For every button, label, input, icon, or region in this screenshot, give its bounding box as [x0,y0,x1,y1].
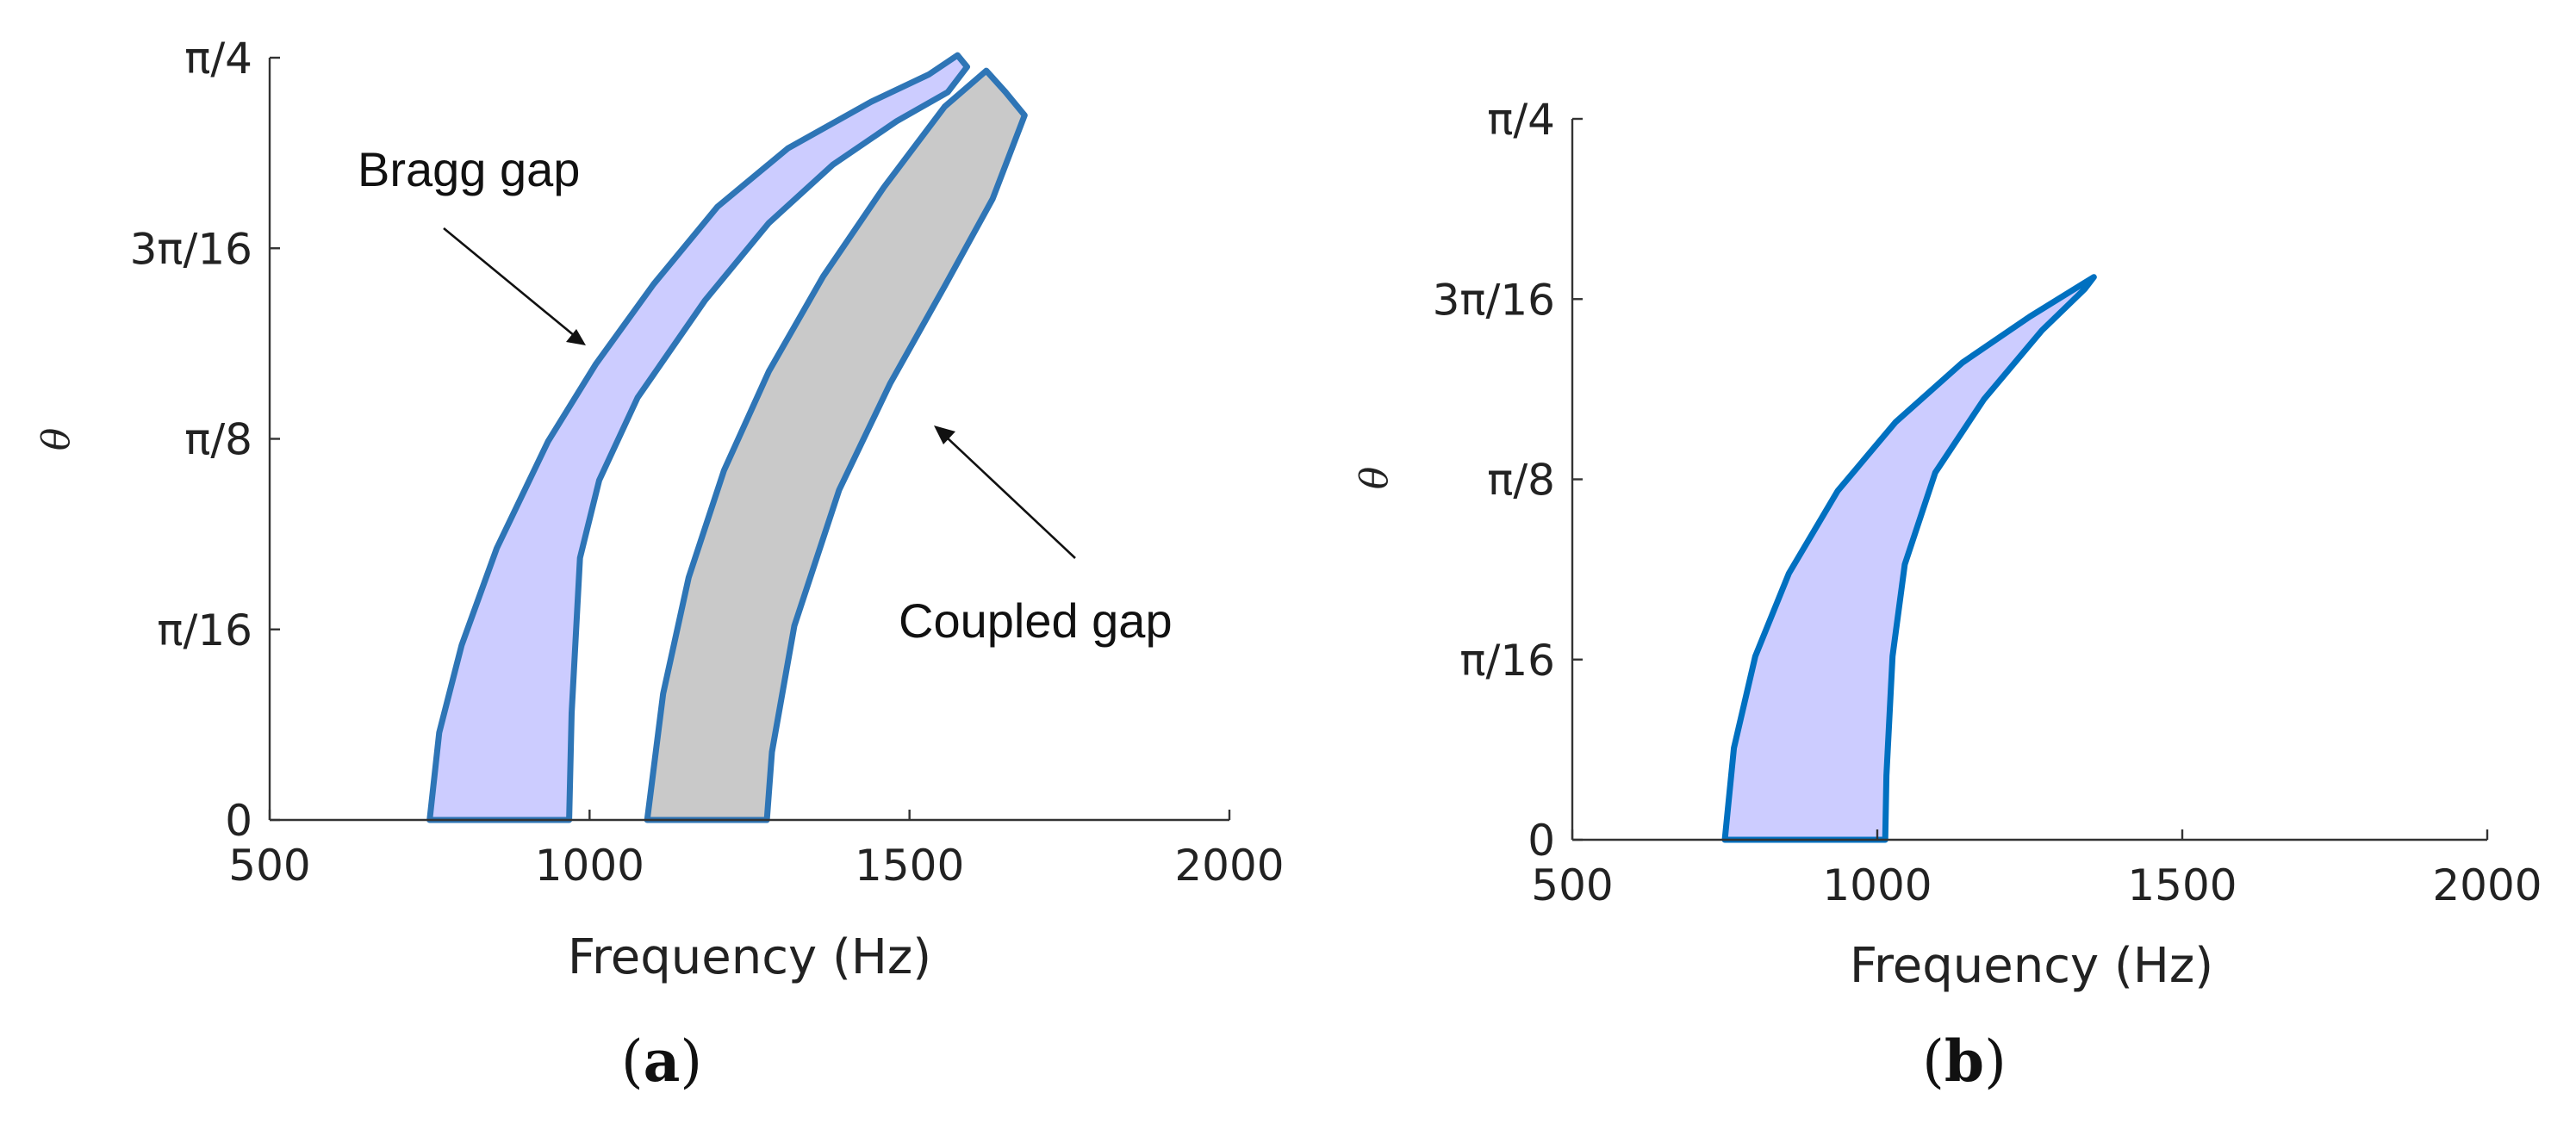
annotation-bragg-gap-arrowhead [566,329,586,345]
y-tick-label-a-0: 0 [225,796,252,846]
x-axis-title-b: Frequency (Hz) [1850,938,2213,994]
annotation-coupled-gap: Coupled gap [899,593,1173,648]
x-tick-label-b-1: 1000 [1822,860,1932,910]
y-tick-label-a-1: π/16 [157,605,252,655]
y-tick-label-b-0: 0 [1528,816,1555,866]
y-tick-label-b-1: π/16 [1459,636,1555,686]
x-tick-label-a-1: 1000 [535,841,644,891]
x-ticks-a: 500 1000 1500 2000 [228,810,1285,891]
region-coupled-gap-a [644,67,1028,823]
panel-label-a: (a) [621,1028,702,1095]
y-ticks-b: 0 π/16 π/8 3π/16 π/4 [1433,95,1583,866]
x-tick-label-b-2: 1500 [2127,860,2237,910]
x-tick-label-b-0: 500 [1531,860,1613,910]
y-tick-label-b-3: 3π/16 [1433,275,1555,325]
y-axis-title-a: θ [34,428,78,451]
annotation-coupled-gap-arrow [945,436,1076,559]
y-ticks-a: 0 π/16 π/8 3π/16 π/4 [130,34,280,846]
panel-a: 500 1000 1500 2000 0 π/16 π/8 3π/16 π/4 Frequen… [34,34,1285,1095]
x-tick-label-b-3: 2000 [2432,860,2542,910]
y-tick-label-a-3: 3π/16 [130,224,252,274]
x-tick-label-a-3: 2000 [1174,841,1284,891]
region-bragg-gap-a [426,52,970,823]
y-tick-label-a-2: π/8 [184,415,252,465]
plot-regions-b [1721,274,2097,843]
region-series-0-b [1721,274,2097,843]
y-tick-label-b-2: π/8 [1487,456,1555,506]
x-axis-title-a: Frequency (Hz) [568,929,931,985]
annotation-bragg-gap: Bragg gap [358,142,580,196]
panel-b: 500 1000 1500 2000 0 π/16 π/8 3π/16 π/4 Frequen… [1353,95,2542,1095]
panel-label-b: (b) [1922,1028,2007,1095]
x-tick-label-a-2: 1500 [855,841,964,891]
annotation-coupled-gap-arrowhead [934,425,955,444]
x-ticks-b: 500 1000 1500 2000 [1531,829,2542,910]
plot-regions-a [426,52,1028,823]
annotation-bragg-gap-arrow [443,227,576,338]
y-tick-label-b-4: π/4 [1487,95,1555,145]
y-axis-title-b: θ [1353,467,1397,490]
x-tick-label-a-0: 500 [228,841,310,891]
y-tick-label-a-4: π/4 [184,34,252,84]
